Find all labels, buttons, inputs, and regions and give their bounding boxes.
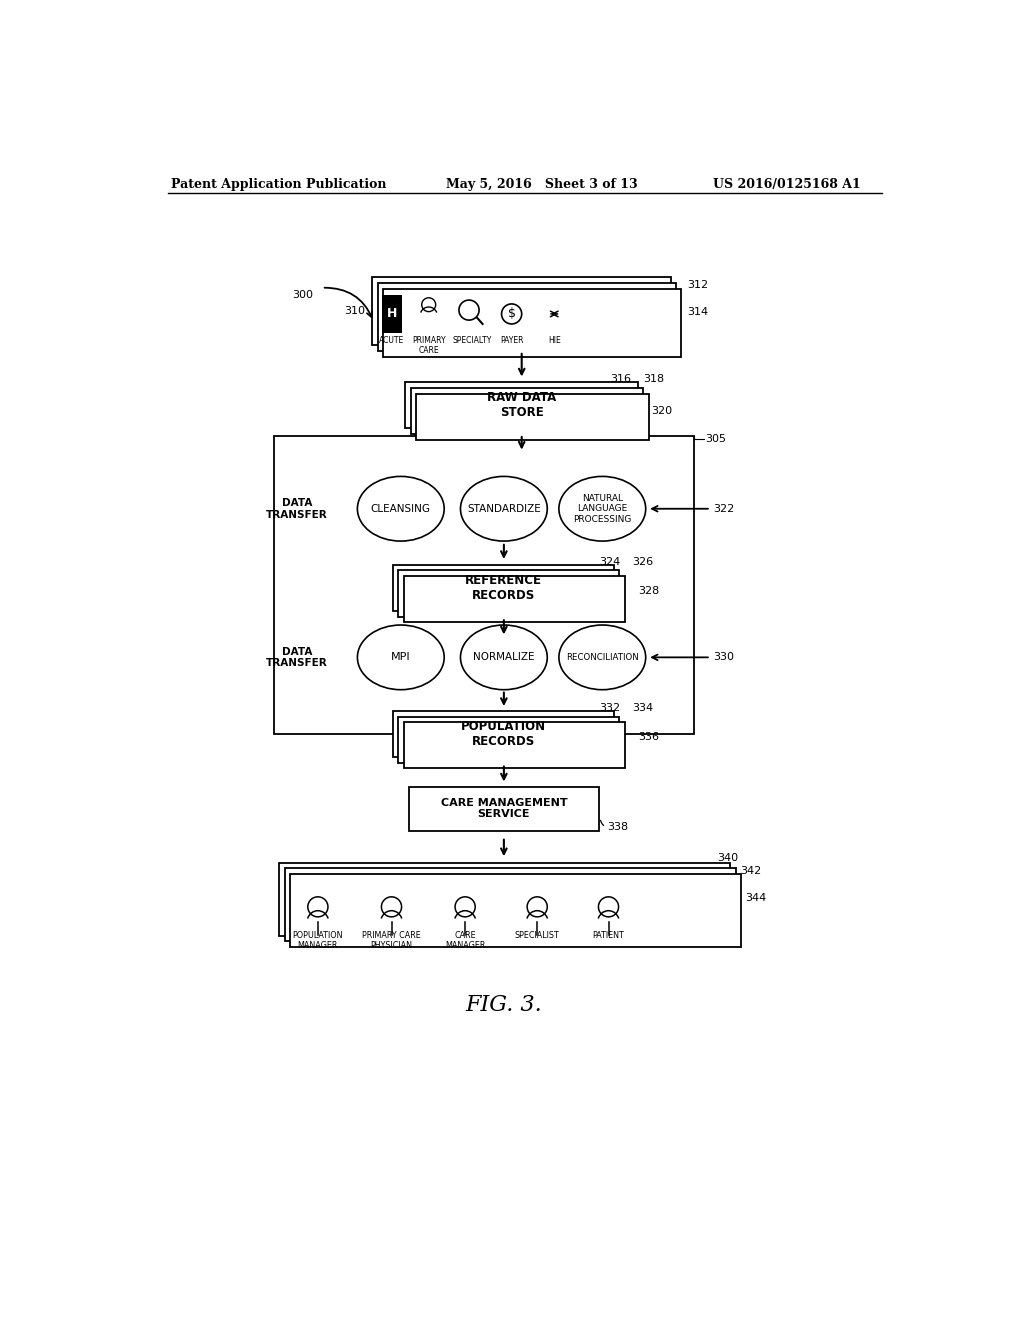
FancyBboxPatch shape [290,874,741,946]
Text: PAYER: PAYER [500,335,523,345]
Text: 322: 322 [713,504,734,513]
Text: FIG. 3.: FIG. 3. [466,994,543,1016]
Text: 318: 318 [643,374,665,384]
Text: CARE MANAGEMENT
SERVICE: CARE MANAGEMENT SERVICE [440,797,567,820]
Text: ACUTE: ACUTE [379,335,404,345]
Text: $: $ [508,308,516,321]
Ellipse shape [357,477,444,541]
Text: DATA
TRANSFER: DATA TRANSFER [266,647,328,668]
Text: PATIENT: PATIENT [593,931,625,940]
Ellipse shape [461,626,547,690]
Text: 340: 340 [717,853,738,862]
FancyBboxPatch shape [382,294,401,333]
Text: DATA
TRANSFER: DATA TRANSFER [266,498,328,520]
Text: STANDARDIZE: STANDARDIZE [467,504,541,513]
Text: 310: 310 [344,306,366,315]
Text: PRIMARY CARE
PHYSICIAN: PRIMARY CARE PHYSICIAN [362,931,421,950]
Text: 326: 326 [632,557,653,566]
Ellipse shape [559,477,646,541]
Text: US 2016/0125168 A1: US 2016/0125168 A1 [713,178,861,190]
Text: 328: 328 [638,586,659,597]
Text: 336: 336 [638,733,659,742]
Text: Patent Application Publication: Patent Application Publication [171,178,386,190]
FancyBboxPatch shape [378,284,676,351]
Text: 300: 300 [292,290,313,301]
FancyBboxPatch shape [280,863,730,936]
Text: 314: 314 [687,308,709,317]
FancyBboxPatch shape [398,570,620,616]
FancyBboxPatch shape [285,869,735,941]
Text: HIE: HIE [548,335,560,345]
FancyBboxPatch shape [411,388,643,434]
Text: 344: 344 [744,892,766,903]
Text: CLEANSING: CLEANSING [371,504,431,513]
Ellipse shape [559,626,646,690]
Text: 312: 312 [687,280,709,289]
Text: 320: 320 [651,407,672,416]
Ellipse shape [461,477,547,541]
FancyBboxPatch shape [393,711,614,758]
Text: May 5, 2016   Sheet 3 of 13: May 5, 2016 Sheet 3 of 13 [445,178,637,190]
Ellipse shape [357,626,444,690]
FancyBboxPatch shape [372,277,671,345]
FancyBboxPatch shape [383,289,681,358]
Text: 338: 338 [607,822,628,832]
Text: SPECIALTY: SPECIALTY [453,335,492,345]
Text: 330: 330 [713,652,734,663]
Text: PRIMARY
CARE: PRIMARY CARE [412,335,445,355]
Text: 332: 332 [599,704,621,713]
Text: 342: 342 [740,866,762,875]
Text: 324: 324 [599,557,621,566]
FancyBboxPatch shape [273,436,693,734]
FancyBboxPatch shape [398,717,620,763]
Text: SPECIALIST: SPECIALIST [515,931,559,940]
FancyBboxPatch shape [417,395,649,441]
Text: 334: 334 [632,704,653,713]
Text: MPI: MPI [391,652,411,663]
Text: POPULATION
RECORDS: POPULATION RECORDS [462,721,547,748]
Text: H: H [387,308,397,321]
Text: REFERENCE
RECORDS: REFERENCE RECORDS [465,574,543,602]
Text: RECONCILIATION: RECONCILIATION [566,653,639,661]
FancyBboxPatch shape [409,787,599,830]
FancyBboxPatch shape [403,722,625,768]
FancyBboxPatch shape [403,576,625,622]
Text: NATURAL
LANGUAGE
PROCESSING: NATURAL LANGUAGE PROCESSING [573,494,632,524]
Text: POPULATION
MANAGER: POPULATION MANAGER [293,931,343,950]
FancyBboxPatch shape [393,565,614,611]
Text: 305: 305 [706,434,726,445]
Text: RAW DATA
STORE: RAW DATA STORE [487,391,556,418]
Text: CARE
MANAGER: CARE MANAGER [445,931,485,950]
Text: NORMALIZE: NORMALIZE [473,652,535,663]
FancyBboxPatch shape [406,381,638,428]
Text: 316: 316 [610,374,631,384]
